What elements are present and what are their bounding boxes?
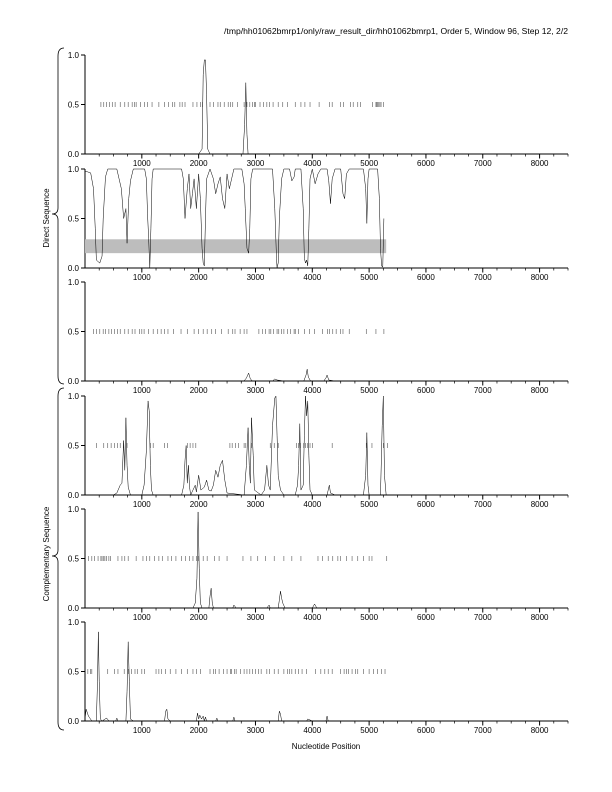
y-tick-label: 0.0: [68, 377, 80, 386]
x-tick-label: 4000: [303, 386, 321, 395]
series-line: [84, 631, 387, 722]
x-tick-label: 8000: [531, 500, 549, 509]
x-tick-label: 2000: [190, 613, 208, 622]
x-tick-label: 3000: [247, 726, 265, 735]
x-tick-label: 1000: [133, 386, 151, 395]
x-tick-label: 5000: [360, 159, 378, 168]
x-tick-label: 1000: [133, 273, 151, 282]
panel-3: 0.0 0.5 1.0 1000 2000 3000 4000 5000 6000 7000 800…: [68, 278, 569, 395]
x-tick-label: 5000: [360, 386, 378, 395]
y-tick-label: 1.0: [68, 51, 80, 60]
y-tick-label: 1.0: [68, 618, 80, 627]
x-tick-label: 6000: [417, 386, 435, 395]
panel-5: 0.0 0.5 1.0 1000 2000 3000 4000 5000 6000 7000 800…: [68, 505, 569, 622]
y-tick-label: 0.0: [68, 491, 80, 500]
x-tick-label: 5000: [360, 273, 378, 282]
group-label-direct: Direct Sequence: [42, 188, 51, 248]
x-tick-label: 2000: [190, 500, 208, 509]
series-line: [85, 511, 387, 609]
x-tick-label: 4000: [303, 159, 321, 168]
x-tick-label: 3000: [247, 159, 265, 168]
x-tick-label: 8000: [531, 273, 549, 282]
x-tick-label: 3000: [247, 386, 265, 395]
y-tick-label: 0.0: [68, 717, 80, 726]
x-tick-label: 6000: [417, 500, 435, 509]
x-tick-label: 4000: [303, 273, 321, 282]
x-tick-label: 7000: [474, 500, 492, 509]
y-tick-label: 0.5: [68, 555, 80, 564]
x-tick-label: 2000: [190, 273, 208, 282]
panel-4: 0.0 0.5 1.0 1000 2000 3000 4000 5000 6000 7000 800…: [68, 392, 569, 509]
x-tick-label: 4000: [303, 726, 321, 735]
x-tick-label: 2000: [190, 159, 208, 168]
x-tick-label: 3000: [247, 613, 265, 622]
header-title: /tmp/hh01062bmrp1/only/raw_result_dir/hh…: [224, 26, 568, 36]
group-label-complementary: Complementary Sequence: [42, 506, 51, 601]
y-tick-label: 0.5: [68, 215, 80, 224]
y-tick-label: 1.0: [68, 505, 80, 514]
x-tick-label: 5000: [360, 500, 378, 509]
y-tick-label: 0.5: [68, 101, 80, 110]
series-line: [85, 369, 387, 382]
y-tick-label: 1.0: [68, 392, 80, 401]
panel-2: 0.0 0.5 1.0 1000 2000 3000 4000 5000 6000 7000 800…: [68, 165, 569, 282]
x-tick-label: 1000: [133, 500, 151, 509]
y-tick-label: 1.0: [68, 278, 80, 287]
series-line: [85, 395, 387, 496]
shaded-band: [85, 239, 387, 254]
series-line: [85, 59, 387, 155]
x-tick-label: 6000: [417, 726, 435, 735]
x-tick-label: 7000: [474, 273, 492, 282]
x-tick-label: 7000: [474, 613, 492, 622]
y-tick-label: 0.0: [68, 264, 80, 273]
x-tick-label: 6000: [417, 613, 435, 622]
y-tick-label: 0.5: [68, 668, 80, 677]
x-tick-label: 8000: [531, 386, 549, 395]
x-tick-label: 2000: [190, 726, 208, 735]
x-tick-label: 1000: [133, 159, 151, 168]
x-tick-label: 4000: [303, 500, 321, 509]
x-tick-label: 8000: [531, 159, 549, 168]
panel-6: 0.0 0.5 1.0 1000 2000 3000 4000 5000 6000 7000 800…: [68, 618, 569, 735]
x-tick-label: 3000: [247, 500, 265, 509]
x-tick-label: 8000: [531, 726, 549, 735]
x-tick-label: 3000: [247, 273, 265, 282]
panel-1: 0.0 0.5 1.0 1000 2000 3000 4000 5000 6000 7000 800…: [68, 51, 569, 168]
x-tick-label: 1000: [133, 726, 151, 735]
x-tick-label: 7000: [474, 159, 492, 168]
x-tick-label: 6000: [417, 273, 435, 282]
x-tick-label: 5000: [360, 726, 378, 735]
group-brace-complementary: [51, 387, 65, 731]
x-tick-label: 8000: [531, 613, 549, 622]
x-tick-label: 7000: [474, 386, 492, 395]
x-tick-label: 4000: [303, 613, 321, 622]
y-tick-label: 0.5: [68, 442, 80, 451]
x-tick-label: 6000: [417, 159, 435, 168]
x-tick-label: 5000: [360, 613, 378, 622]
y-tick-label: 0.5: [68, 328, 80, 337]
y-tick-label: 1.0: [68, 165, 80, 174]
x-tick-label: 2000: [190, 386, 208, 395]
series-line: [84, 168, 385, 269]
x-tick-label: 7000: [474, 726, 492, 735]
y-tick-label: 0.0: [68, 150, 80, 159]
x-tick-label: 1000: [133, 613, 151, 622]
x-axis-label: Nucleotide Position: [292, 742, 360, 751]
group-brace-direct: [51, 47, 65, 385]
y-tick-label: 0.0: [68, 604, 80, 613]
